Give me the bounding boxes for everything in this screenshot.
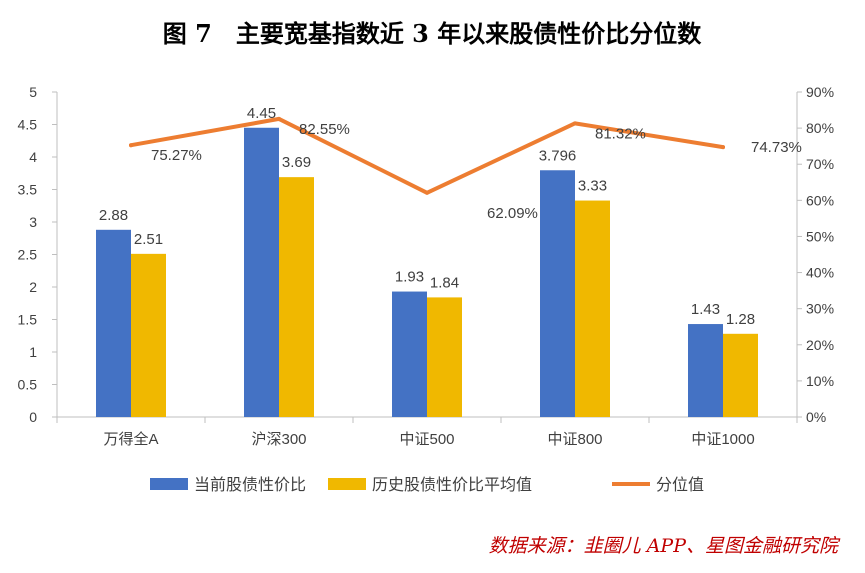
bar [540, 170, 575, 417]
left-tick-label: 2 [29, 279, 37, 295]
x-axis: 万得全A 沪深300 中证500 中证800 中证1000 [56, 416, 798, 448]
right-y-axis: 0% 10% 20% 30% 40% 50% 60% 70% 80% 90% [796, 84, 834, 425]
bar-value-label: 3.33 [578, 178, 607, 195]
right-tick-label: 40% [806, 265, 834, 281]
bar-value-label: 2.88 [99, 207, 128, 224]
legend-swatch [150, 478, 188, 490]
bar [244, 127, 279, 417]
chart-title: 图 7 主要宽基指数近 3 年以来股债性价比分位数 [163, 19, 702, 48]
right-tick-label: 30% [806, 301, 834, 317]
bar-value-label: 1.43 [691, 301, 720, 318]
bar [131, 253, 166, 417]
left-tick-label: 0.5 [18, 377, 38, 393]
right-tick-label: 80% [806, 120, 834, 136]
legend-label: 分位值 [656, 476, 704, 494]
data-labels: 2.88 4.45 1.93 3.796 1.43 2.51 3.69 1.84 3.33 1.2… [99, 105, 802, 328]
right-tick-label: 90% [806, 84, 834, 100]
right-tick-label: 70% [806, 156, 834, 172]
legend: 当前股债性价比 历史股债性价比平均值 分位值 [150, 476, 704, 494]
percentile-point [425, 190, 429, 195]
x-tick-label: 万得全A [103, 430, 158, 448]
legend-label: 历史股债性价比平均值 [372, 476, 532, 494]
percentile-label: 82.55% [299, 121, 350, 138]
percentile-label: 74.73% [751, 139, 802, 156]
bar [427, 297, 462, 417]
right-tick-label: 60% [806, 192, 834, 208]
percentile-point [129, 143, 133, 148]
left-tick-label: 4 [29, 149, 37, 165]
left-tick-label: 0 [29, 409, 37, 425]
percentile-label: 62.09% [487, 205, 538, 222]
bar [279, 177, 314, 417]
bar-value-label: 2.51 [134, 231, 163, 248]
bar [575, 200, 610, 417]
x-tick-label: 中证1000 [691, 431, 754, 448]
bar-series [96, 127, 758, 417]
left-y-axis: 0 0.5 1 1.5 2 2.5 3 3.5 4 4.5 5 [18, 84, 58, 425]
bar-value-label: 3.796 [539, 147, 577, 164]
left-tick-label: 5 [29, 84, 37, 100]
bar [688, 324, 723, 417]
x-tick-label: 沪深300 [251, 431, 306, 448]
x-tick-label: 中证500 [399, 431, 454, 448]
left-tick-label: 2.5 [18, 247, 38, 263]
bar [723, 333, 758, 417]
left-tick-label: 3.5 [18, 182, 38, 198]
bar-value-label: 3.69 [282, 154, 311, 171]
percentile-label: 81.32% [595, 125, 646, 142]
left-tick-label: 4.5 [18, 117, 38, 133]
right-tick-label: 20% [806, 337, 834, 353]
legend-label: 当前股债性价比 [194, 476, 306, 494]
legend-swatch [328, 478, 366, 490]
x-tick-label: 中证800 [547, 431, 602, 448]
left-tick-label: 3 [29, 214, 37, 230]
left-tick-label: 1.5 [18, 312, 38, 328]
right-tick-label: 10% [806, 373, 834, 389]
right-tick-label: 0% [806, 409, 826, 425]
percentile-point [573, 121, 577, 126]
source-note: 数据来源：韭圈儿 APP、星图金融研究院 [489, 535, 841, 557]
bar-value-label: 1.28 [726, 311, 755, 328]
percentile-point [721, 145, 725, 150]
bar-value-label: 4.45 [247, 105, 276, 122]
right-tick-label: 50% [806, 228, 834, 244]
bar [96, 229, 131, 417]
percentile-point [277, 116, 281, 121]
line-series [129, 116, 725, 195]
bar-value-label: 1.93 [395, 269, 424, 286]
percentile-label: 75.27% [151, 147, 202, 164]
left-tick-label: 1 [29, 344, 37, 360]
bar [392, 291, 427, 417]
bar-value-label: 1.84 [430, 274, 459, 291]
